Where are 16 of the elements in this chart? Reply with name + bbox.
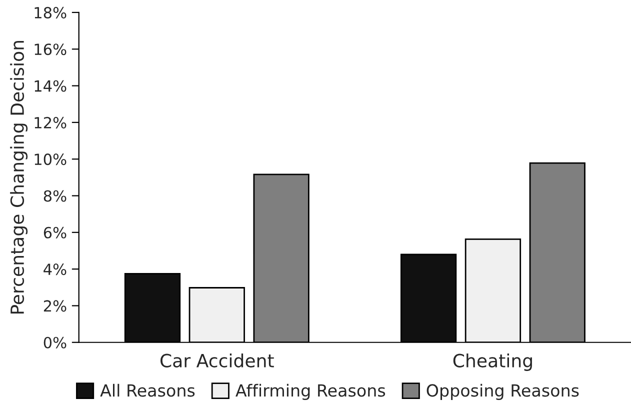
legend-label: Affirming Reasons bbox=[236, 384, 386, 400]
legend-label: All Reasons bbox=[100, 384, 195, 397]
y-tick-label: 4% bbox=[44, 264, 66, 276]
x-tick-label: Cheating bbox=[453, 353, 532, 371]
y-tick-label: 12% bbox=[34, 116, 66, 128]
x-tick-label: Car Accident bbox=[160, 353, 274, 368]
y-tick-label: 0% bbox=[44, 336, 66, 348]
y-axis-title: Percentage Changing Decision bbox=[10, 41, 28, 314]
legend-label: Opposing Reasons bbox=[426, 384, 579, 400]
y-tick-label: 6% bbox=[44, 226, 66, 238]
y-tick-label: 2% bbox=[44, 300, 66, 312]
y-tick-label: 18% bbox=[34, 6, 66, 18]
y-tick-label: 16% bbox=[34, 44, 66, 56]
y-tick-label: 14% bbox=[34, 80, 66, 92]
y-tick-label: 8% bbox=[44, 190, 66, 202]
y-tick-label: 10% bbox=[34, 154, 66, 166]
